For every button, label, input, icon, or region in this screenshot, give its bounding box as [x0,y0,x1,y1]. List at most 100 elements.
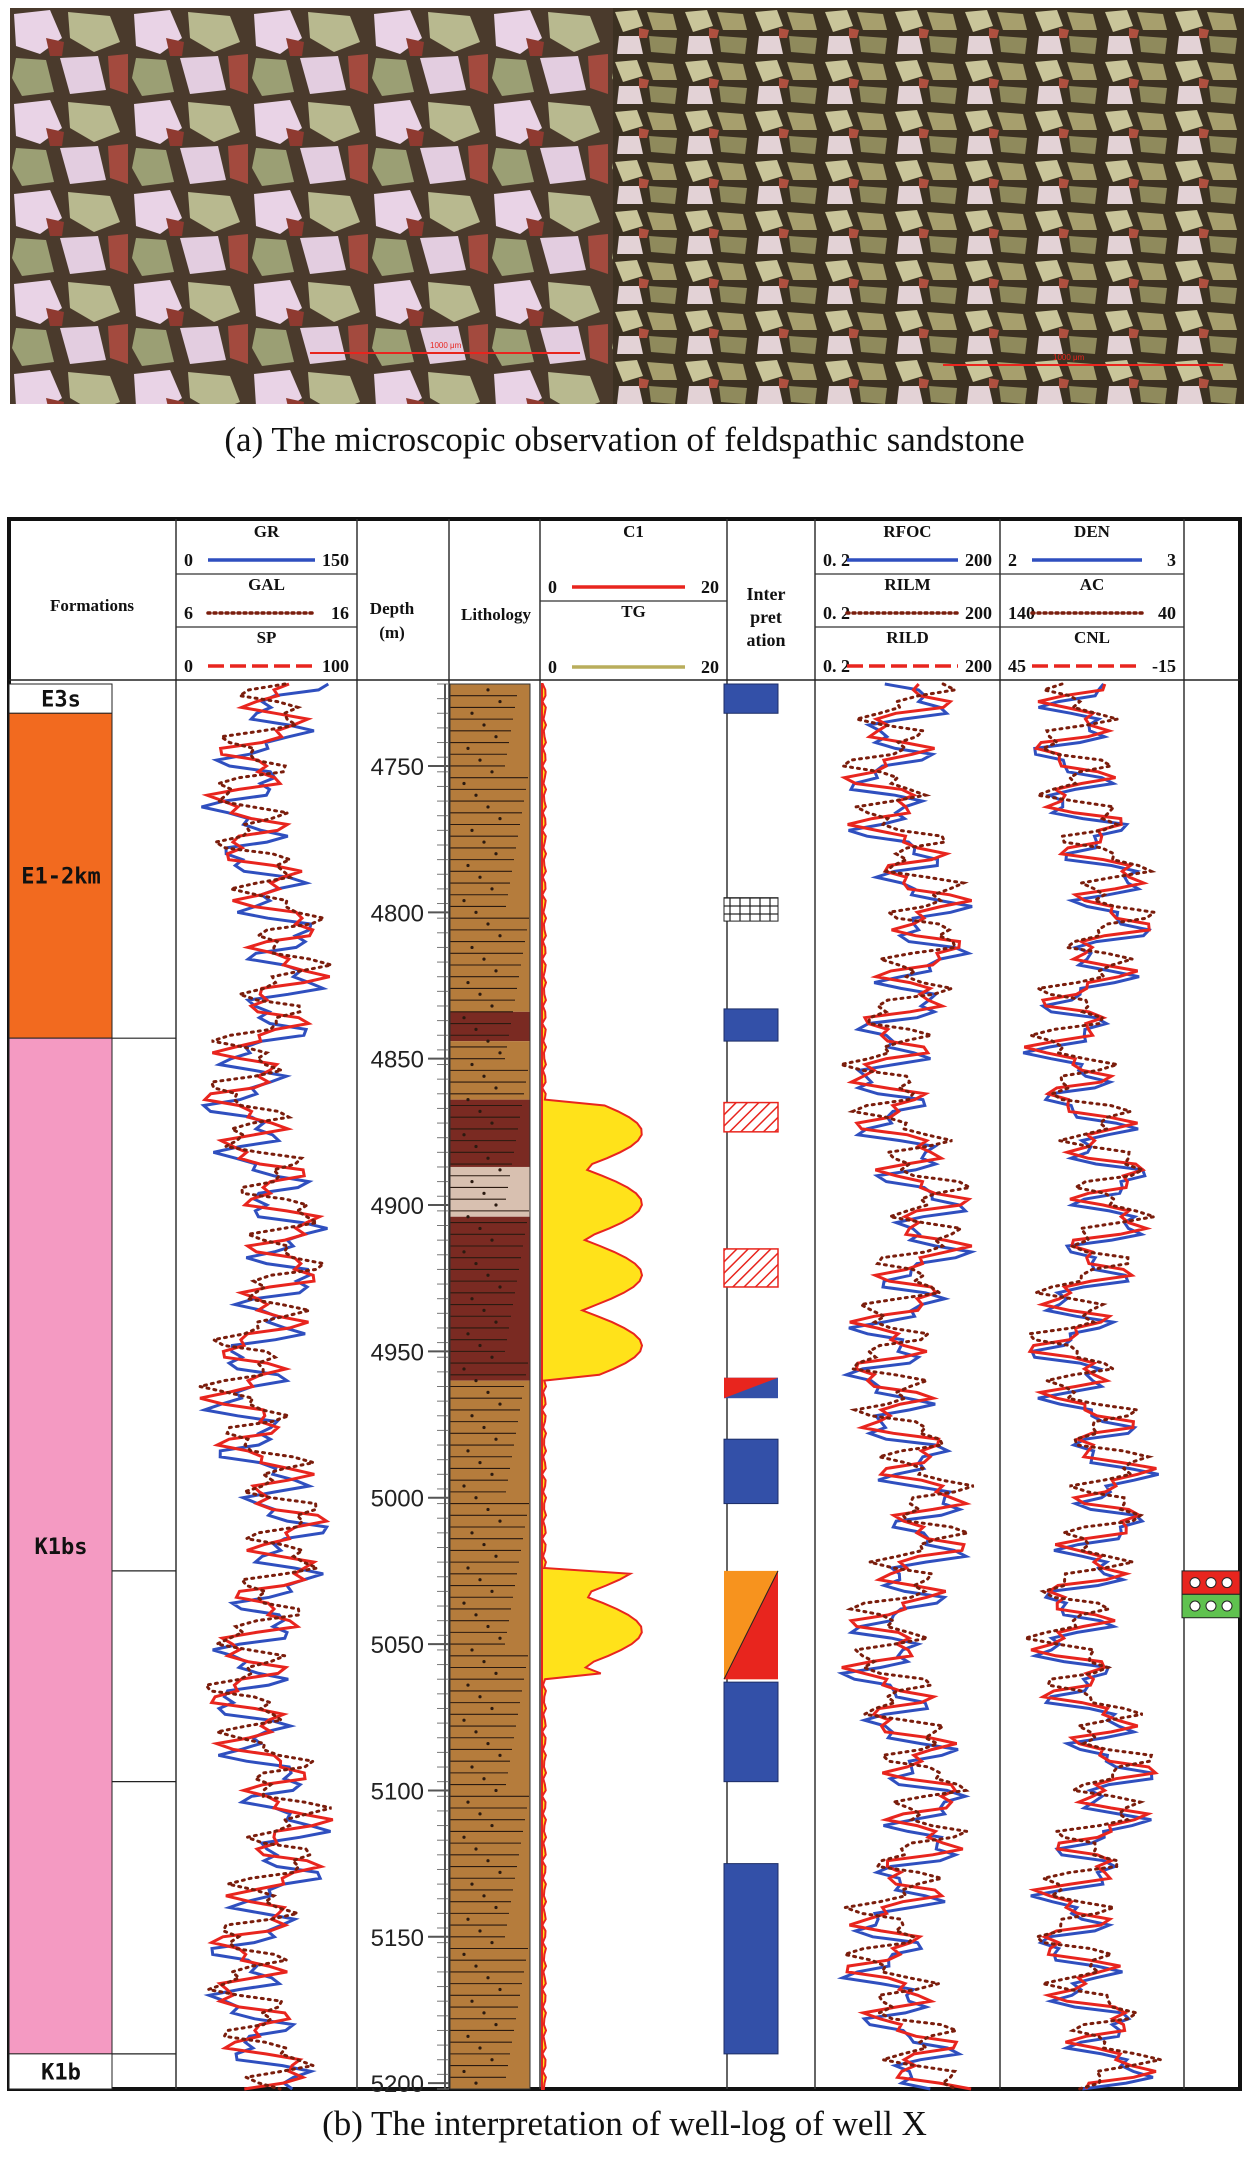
lithology-bed [450,1099,530,1167]
depth-tick-label: 5000 [371,1486,424,1513]
depth-tick-label: 4850 [371,1047,424,1074]
scale-label-right: 1000 μm [1053,353,1085,362]
legend-rfoc: RFOC 0. 2 200 [823,522,992,570]
log-curve [1024,682,1161,2091]
depth-unit: (m) [379,623,404,642]
caption-b: (b) The interpretation of well-log of we… [322,2104,927,2143]
depth-tick-label: 5200 [371,2071,424,2094]
legend-name: DEN [1074,522,1111,541]
formation-label: E3s [41,688,81,713]
interp-zone-solid-blue [723,683,779,714]
interp-zone-hatched-red [723,1248,779,1288]
legend-max: 3 [1167,550,1176,570]
legend-name: RFOC [883,522,931,541]
depth-tick-label: 4950 [371,1339,424,1366]
legend-name: TG [621,602,646,621]
legend-rild: RILD 0. 2 200 [823,628,992,676]
legend-rilm: RILM 0. 2 200 [823,575,992,623]
depth-header: Depth (m) [370,599,415,642]
interp-title-1: Inter [747,584,786,604]
legend-min: 6 [184,603,193,623]
legend-name: CNL [1074,628,1110,647]
well-log-panel: Formations Depth (m) Lithology Inter pre… [7,517,1242,2094]
legend-min: 0 [184,550,193,570]
lithology-title: Lithology [461,605,531,624]
interpretation-header: Inter pret ation [746,584,785,650]
micrograph-right: 1000 μm [613,8,1244,404]
legend-sp: SP 0 100 [184,628,349,676]
legend-name: SP [257,628,277,647]
formation-k1bs: K1bs [8,1037,113,2055]
legend-name: RILM [884,575,930,594]
interp-zone-solid-blue [723,1863,779,2055]
interp-zone-solid-blue [723,1681,779,1783]
scale-label-left: 1000 μm [430,341,462,350]
interp-title-3: ation [746,630,785,650]
lithology-bed [450,1216,530,1381]
legend-cnl: CNL 45 -15 [1008,628,1176,676]
interp-zone-orange-red [723,1570,779,1680]
formation-e3s: E3s [8,683,113,714]
formations-title: Formations [50,596,134,615]
legend-name: AC [1080,575,1105,594]
legend-ac: AC 140 40 [1008,575,1176,623]
legend-max: 200 [965,603,992,623]
formations-header: Formations [50,596,134,615]
interp-zone-hatched-red [723,1101,779,1133]
legend-min: 2 [1008,550,1017,570]
legend-name: GAL [248,575,285,594]
depth-tick-label: 5100 [371,1778,424,1805]
legend-max: -15 [1152,656,1176,676]
legend-c1: C1 0 20 [548,522,719,597]
depth-tick-label: 4900 [371,1193,424,1220]
legend-gal: GAL 6 16 [184,575,349,623]
log-curve [840,682,973,2091]
log-curve [1023,683,1159,2090]
legend-name: C1 [623,522,644,541]
lithology-bed [450,1380,530,2089]
legend-max: 40 [1158,603,1176,623]
legend-max: 16 [331,603,349,623]
formation-label: K1bs [35,1535,88,1560]
legend-max: 20 [701,657,719,677]
legend-name: RILD [886,628,929,647]
conclusion-marker [1181,1570,1241,1595]
depth-tick-label: 4750 [371,754,424,781]
interp-zone-grid [723,897,779,922]
legend-min: 0. 2 [823,656,850,676]
log-curve [838,682,975,2091]
legend-min: 45 [1008,656,1026,676]
lithology-bed [450,1166,530,1217]
depth-tick-label: 5050 [371,1632,424,1659]
legend-gr: GR 0 150 [184,522,349,570]
interp-zone-red-blue [724,1377,778,1399]
gas-curve [540,683,644,2090]
legend-min: 0 [548,577,557,597]
legend-max: 100 [322,656,349,676]
legend-max: 200 [965,550,992,570]
legend-max: 20 [701,577,719,597]
legend-min: 0 [548,657,557,677]
legend-max: 150 [322,550,349,570]
legend-min: 0 [184,656,193,676]
legend-name: GR [254,522,280,541]
interp-zone-solid-blue [723,1008,779,1042]
lithology-bed [450,1011,530,1042]
formation-e1-2km: E1-2km [8,712,113,1039]
depth-tick-label: 5150 [371,1925,424,1952]
legend-min: 140 [1008,603,1035,623]
formation-k1b: K1b [8,2053,113,2090]
caption-a: (a) The microscopic observation of felds… [224,420,1025,459]
log-curve [199,682,334,2091]
log-curve [199,682,332,2091]
micrograph-left: 1000 μm [10,8,613,404]
legend-den: DEN 2 3 [1008,522,1176,570]
legend-tg: TG 0 20 [548,602,719,677]
conclusion-marker [1181,1593,1241,1619]
legend-min: 0. 2 [823,550,850,570]
legend-max: 200 [965,656,992,676]
formation-label: E1-2km [21,865,100,890]
interp-title-2: pret [750,607,782,627]
interp-zone-solid-blue [723,1438,779,1505]
legend-min: 0. 2 [823,603,850,623]
